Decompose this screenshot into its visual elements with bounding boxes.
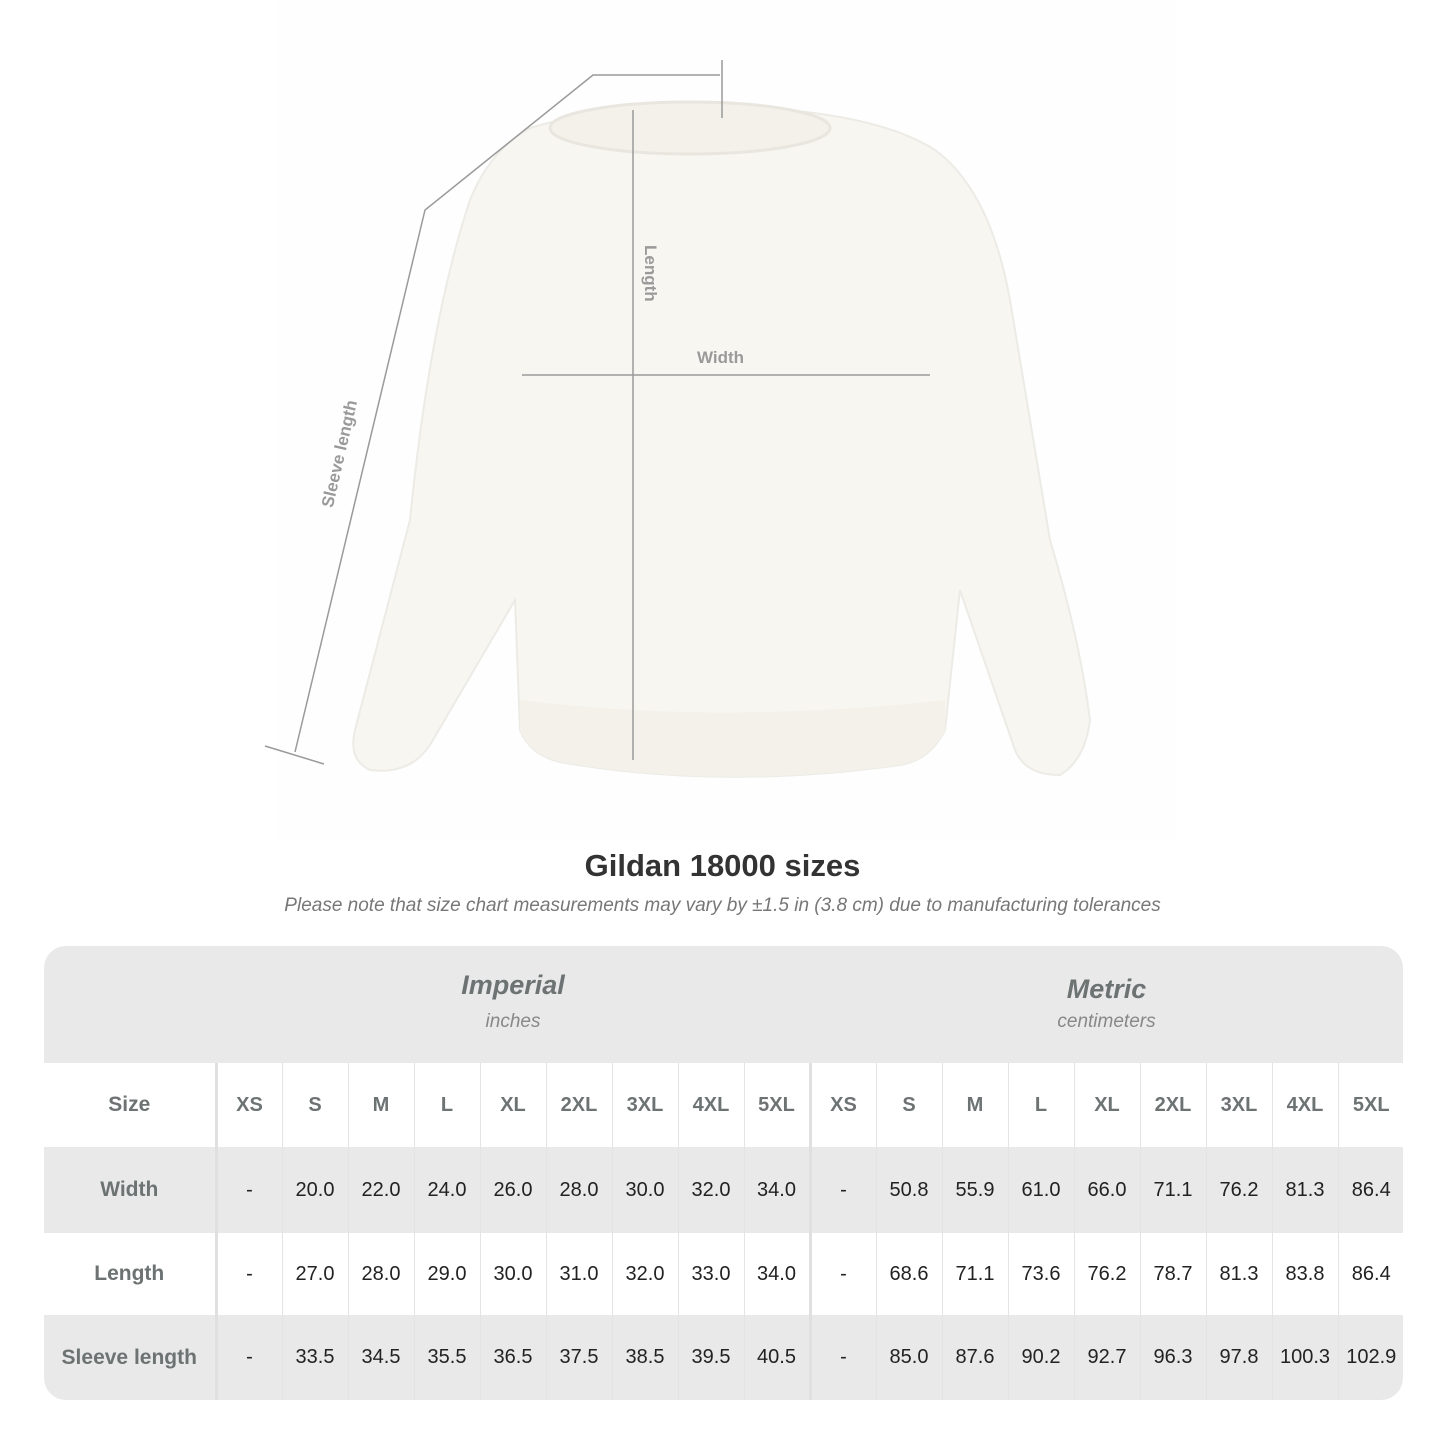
imperial-cell: 34.0 <box>743 1233 810 1315</box>
table-row: Length -27.0 28.0 29.0 30.0 31.0 32.0 33.0 34.0-… <box>44 1233 1403 1315</box>
metric-cell: 85.0 <box>875 1315 942 1400</box>
imperial-cell: 28.0 <box>545 1147 612 1233</box>
chart-title: Gildan 18000 sizes <box>584 848 861 883</box>
metric-size-header: M <box>941 1063 1008 1147</box>
metric-size-header: 5XL <box>1337 1063 1403 1147</box>
size-label: Size <box>44 1063 218 1147</box>
metric-cell: 68.6 <box>875 1233 942 1315</box>
measurement-lines <box>264 60 930 765</box>
imperial-cell: 37.5 <box>545 1315 612 1400</box>
imperial-size-header: 3XL <box>611 1063 678 1147</box>
size-table: Imperial inches Metric centimeters Size X… <box>44 946 1403 1400</box>
metric-cell: 86.4 <box>1337 1233 1403 1315</box>
metric-cell: 61.0 <box>1007 1147 1074 1233</box>
metric-cell: 81.3 <box>1205 1233 1272 1315</box>
imperial-cell: 35.5 <box>413 1315 480 1400</box>
sweatshirt-diagram <box>264 60 1092 778</box>
imperial-cell: 33.0 <box>677 1233 744 1315</box>
metric-header: Metric centimeters <box>810 946 1403 1063</box>
metric-cell: 81.3 <box>1271 1147 1338 1233</box>
metric-cell: - <box>808 1147 876 1233</box>
imperial-cell: 27.0 <box>281 1233 348 1315</box>
metric-cell: 76.2 <box>1205 1147 1272 1233</box>
metric-cell: 83.8 <box>1271 1233 1338 1315</box>
imperial-cell: 39.5 <box>677 1315 744 1400</box>
imperial-cell: 36.5 <box>479 1315 546 1400</box>
imperial-cell: - <box>215 1147 282 1233</box>
table-row: Width -20.0 22.0 24.0 26.0 28.0 30.0 32.0 34.0-5… <box>44 1147 1403 1233</box>
imperial-cell: 32.0 <box>611 1233 678 1315</box>
metric-size-header: L <box>1007 1063 1074 1147</box>
imperial-size-header: S <box>281 1063 348 1147</box>
imperial-cell: 24.0 <box>413 1147 480 1233</box>
imperial-cell: 34.5 <box>347 1315 414 1400</box>
imperial-cell: 20.0 <box>281 1147 348 1233</box>
size-header-row: Size XS S M L XL 2XL 3XL 4XL 5XL XS S M L XL 2XL 3XL 4XL 5… <box>44 1063 1403 1147</box>
metric-cell: 87.6 <box>941 1315 1008 1400</box>
metric-cell: 100.3 <box>1271 1315 1338 1400</box>
metric-cell: 73.6 <box>1007 1233 1074 1315</box>
metric-cell: 71.1 <box>941 1233 1008 1315</box>
metric-size-header: 2XL <box>1139 1063 1206 1147</box>
imperial-cell: 29.0 <box>413 1233 480 1315</box>
metric-unit: centimeters <box>1057 1011 1156 1032</box>
imperial-cell: 32.0 <box>677 1147 744 1233</box>
imperial-cell: 30.0 <box>479 1233 546 1315</box>
imperial-cell: - <box>215 1233 282 1315</box>
metric-title: Metric <box>1066 974 1147 1004</box>
metric-cell: 76.2 <box>1073 1233 1140 1315</box>
metric-cell: 102.9 <box>1337 1315 1403 1400</box>
row-label: Length <box>44 1233 218 1315</box>
table-row: Sleeve length -33.5 34.5 35.5 36.5 37.5 38.5 39… <box>44 1315 1403 1400</box>
imperial-cell: 31.0 <box>545 1233 612 1315</box>
imperial-cell: 34.0 <box>743 1147 810 1233</box>
sleeve-line <box>294 74 720 753</box>
metric-size-header: S <box>875 1063 942 1147</box>
metric-cell: 92.7 <box>1073 1315 1140 1400</box>
units-header <box>44 946 1403 1063</box>
sweatshirt-illustration <box>352 100 1092 778</box>
imperial-cell: 26.0 <box>479 1147 546 1233</box>
imperial-size-header: XL <box>479 1063 546 1147</box>
metric-size-header: XS <box>808 1063 876 1147</box>
width-label: Width <box>697 348 745 367</box>
imperial-header: Imperial inches <box>216 946 810 1063</box>
tolerance-note: Please note that size chart measurements… <box>284 895 1161 916</box>
metric-cell: 86.4 <box>1337 1147 1403 1233</box>
imperial-cell: 30.0 <box>611 1147 678 1233</box>
imperial-size-header: M <box>347 1063 414 1147</box>
metric-cell: - <box>808 1233 876 1315</box>
metric-size-header: XL <box>1073 1063 1140 1147</box>
imperial-unit: inches <box>485 1011 541 1032</box>
metric-cell: 97.8 <box>1205 1315 1272 1400</box>
imperial-size-header: 5XL <box>743 1063 810 1147</box>
metric-cell: 71.1 <box>1139 1147 1206 1233</box>
metric-cell: - <box>808 1315 876 1400</box>
row-label: Sleeve length <box>44 1315 218 1400</box>
imperial-cell: 38.5 <box>611 1315 678 1400</box>
imperial-size-header: XS <box>215 1063 282 1147</box>
imperial-size-header: L <box>413 1063 480 1147</box>
metric-size-header: 3XL <box>1205 1063 1272 1147</box>
length-label: Length <box>641 245 660 302</box>
row-label: Width <box>44 1147 218 1233</box>
metric-size-header: 4XL <box>1271 1063 1338 1147</box>
metric-cell: 55.9 <box>941 1147 1008 1233</box>
imperial-cell: - <box>215 1315 282 1400</box>
imperial-cell: 40.5 <box>743 1315 810 1400</box>
measurements-grid: Size XS S M L XL 2XL 3XL 4XL 5XL XS S M L XL 2XL 3XL 4XL 5… <box>44 1063 1403 1400</box>
imperial-size-header: 4XL <box>677 1063 744 1147</box>
imperial-cell: 22.0 <box>347 1147 414 1233</box>
imperial-cell: 33.5 <box>281 1315 348 1400</box>
metric-cell: 78.7 <box>1139 1233 1206 1315</box>
imperial-cell: 28.0 <box>347 1233 414 1315</box>
metric-cell: 50.8 <box>875 1147 942 1233</box>
metric-cell: 96.3 <box>1139 1315 1206 1400</box>
metric-cell: 66.0 <box>1073 1147 1140 1233</box>
metric-cell: 90.2 <box>1007 1315 1074 1400</box>
imperial-title: Imperial <box>461 970 565 1000</box>
imperial-size-header: 2XL <box>545 1063 612 1147</box>
